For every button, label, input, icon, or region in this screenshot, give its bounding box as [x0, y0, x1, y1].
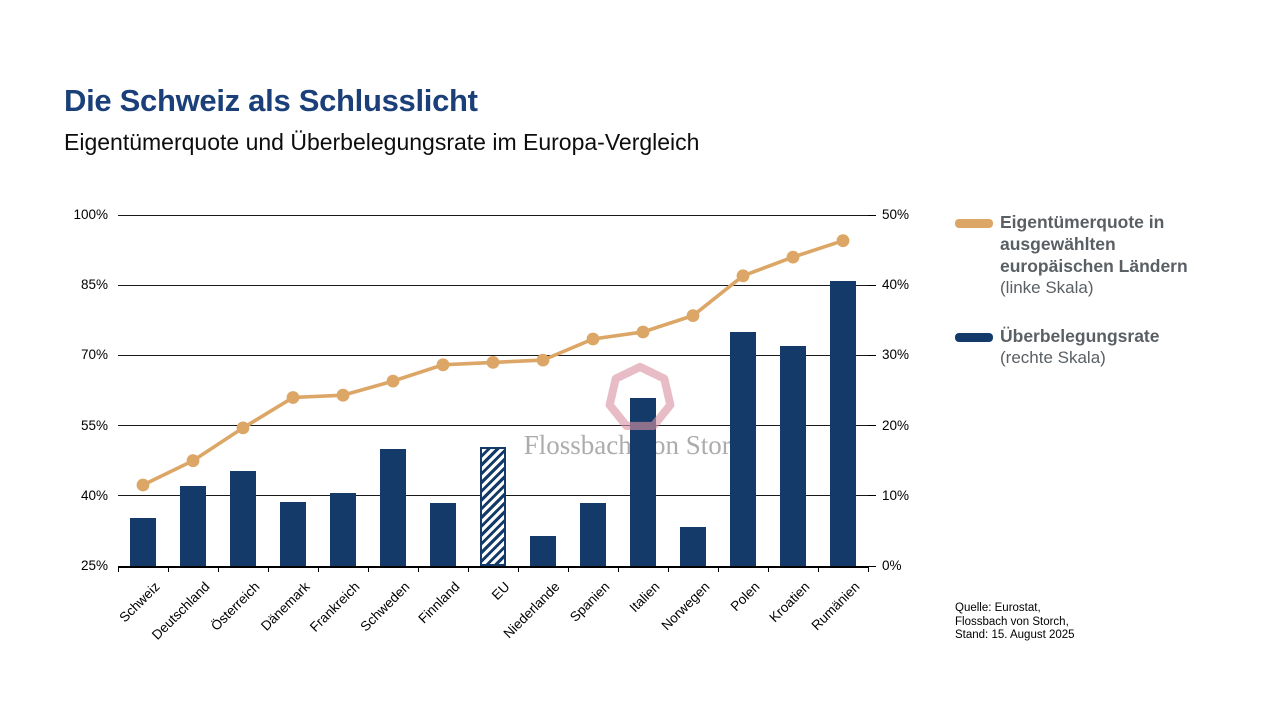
right-axis-tick-label: 10% [882, 487, 910, 503]
line-point-deutschland [186, 454, 200, 468]
legend-item-overcrowding: Überbelegungsrate (rechte Skala) [955, 325, 1195, 369]
right-axis-tick-label: 30% [882, 347, 910, 363]
x-axis-tick [817, 566, 819, 572]
legend-overcrowding-note: (rechte Skala) [1000, 348, 1106, 367]
bar-frankreich [330, 492, 356, 566]
line-point-österreich [236, 421, 250, 435]
x-axis-label-kroatien: Kroatien [766, 579, 813, 626]
x-axis-tick [317, 566, 319, 572]
x-axis-label-österreich: Österreich [207, 579, 263, 634]
x-axis-label-schweden: Schweden [357, 579, 413, 635]
x-axis-label-finnland: Finnland [415, 579, 463, 627]
x-axis-label-polen: Polen [727, 579, 763, 615]
left-axis-tick-label: 25% [80, 558, 108, 573]
page-subtitle: Eigentümerquote und Überbelegungsrate im… [64, 129, 700, 155]
line-point-italien [636, 325, 650, 339]
line-point-frankreich [336, 388, 350, 402]
bar-schweden [380, 449, 406, 566]
right-axis-tick-label: 20% [882, 417, 910, 433]
legend-overcrowding-label: Überbelegungsrate [1000, 326, 1160, 346]
legend-ownership-label: Eigentümerquote in ausgewählten europäis… [1000, 212, 1188, 276]
left-axis-tick-label: 100% [73, 207, 108, 222]
x-axis-tick [217, 566, 219, 572]
x-axis-tick [517, 566, 519, 572]
overcrowding-bar-swatch-icon [955, 333, 993, 342]
line-point-dänemark [286, 391, 300, 404]
x-axis-tick [767, 566, 769, 572]
bar-deutschland [180, 485, 206, 566]
right-axis-tick [868, 495, 876, 497]
x-axis-tick [367, 566, 369, 572]
line-point-rumänien [836, 234, 850, 248]
line-point-eu [486, 356, 500, 369]
line-point-norwegen [686, 309, 700, 322]
bar-rumänien [830, 280, 856, 566]
plot-area [117, 214, 876, 572]
line-point-spanien [586, 332, 600, 346]
x-axis-tick [417, 566, 419, 572]
x-axis-tick [717, 566, 719, 572]
bar-dänemark [280, 502, 306, 566]
bar-kroatien [780, 345, 806, 566]
x-axis-label-italien: Italien [626, 579, 663, 616]
right-axis-tick [868, 565, 876, 567]
legend-item-ownership: Eigentümerquote in ausgewählten europäis… [955, 211, 1195, 299]
grid-line [118, 354, 868, 356]
grid-line [118, 214, 868, 216]
bar-schweiz [130, 517, 156, 566]
line-point-niederlande [536, 353, 550, 367]
right-axis-tick-label: 50% [882, 207, 910, 222]
right-axis-tick [868, 284, 876, 286]
source-line: Flossbach von Storch, [955, 615, 1069, 628]
bar-spanien [580, 502, 606, 566]
x-axis-label-norwegen: Norwegen [658, 579, 713, 634]
bar-österreich [230, 470, 256, 566]
x-axis-tick [117, 566, 119, 572]
right-axis-tick [868, 425, 876, 427]
source-line: Stand: 15. August 2025 [955, 629, 1075, 641]
x-axis-tick [167, 566, 169, 572]
bar-niederlande [530, 535, 556, 566]
ownership-line-swatch-icon [955, 219, 993, 228]
line-point-polen [736, 269, 750, 283]
x-axis-tick [267, 566, 269, 572]
right-axis-tick [868, 354, 876, 356]
source-note: Quelle: Eurostat, Flossbach von Storch, … [955, 602, 1075, 643]
ownership-rate-line [136, 234, 850, 492]
right-axis-tick-label: 0% [882, 558, 902, 573]
line-point-kroatien [786, 250, 800, 264]
chart-legend: Eigentümerquote in ausgewählten europäis… [955, 211, 1195, 395]
legend-ownership-note: (linke Skala) [1000, 278, 1094, 297]
right-axis-tick [868, 214, 876, 216]
left-axis-tick-label: 85% [80, 277, 108, 293]
left-axis-tick-label: 40% [80, 487, 108, 503]
x-axis-tick [867, 566, 869, 572]
grid-line [118, 284, 868, 286]
bar-norwegen [680, 526, 706, 566]
left-axis-tick-label: 70% [80, 347, 108, 363]
bar-finnland [430, 502, 456, 566]
left-axis-tick-label: 55% [80, 417, 108, 433]
grid-line [118, 565, 868, 568]
x-axis-label-dänemark: Dänemark [257, 579, 313, 634]
line-point-finnland [436, 358, 450, 372]
x-axis-label-spanien: Spanien [566, 579, 613, 625]
right-axis-tick-label: 40% [882, 277, 910, 293]
line-point-schweiz [136, 478, 150, 492]
source-line: Quelle: Eurostat, [955, 602, 1041, 614]
x-axis-tick [617, 566, 619, 572]
x-axis-label-schweiz: Schweiz [116, 579, 163, 626]
bar-polen [730, 331, 756, 566]
bar-eu [480, 446, 506, 566]
line-point-schweden [386, 374, 400, 388]
page-title: Die Schweiz als Schlusslicht [64, 83, 478, 118]
x-axis-label-eu: EU [488, 579, 513, 603]
x-axis-label-frankreich: Frankreich [306, 579, 363, 635]
x-axis-tick [467, 566, 469, 572]
x-axis-label-rumänien: Rumänien [808, 579, 863, 634]
x-axis-tick [667, 566, 669, 572]
x-axis-tick [567, 566, 569, 572]
grid-line [118, 425, 868, 427]
